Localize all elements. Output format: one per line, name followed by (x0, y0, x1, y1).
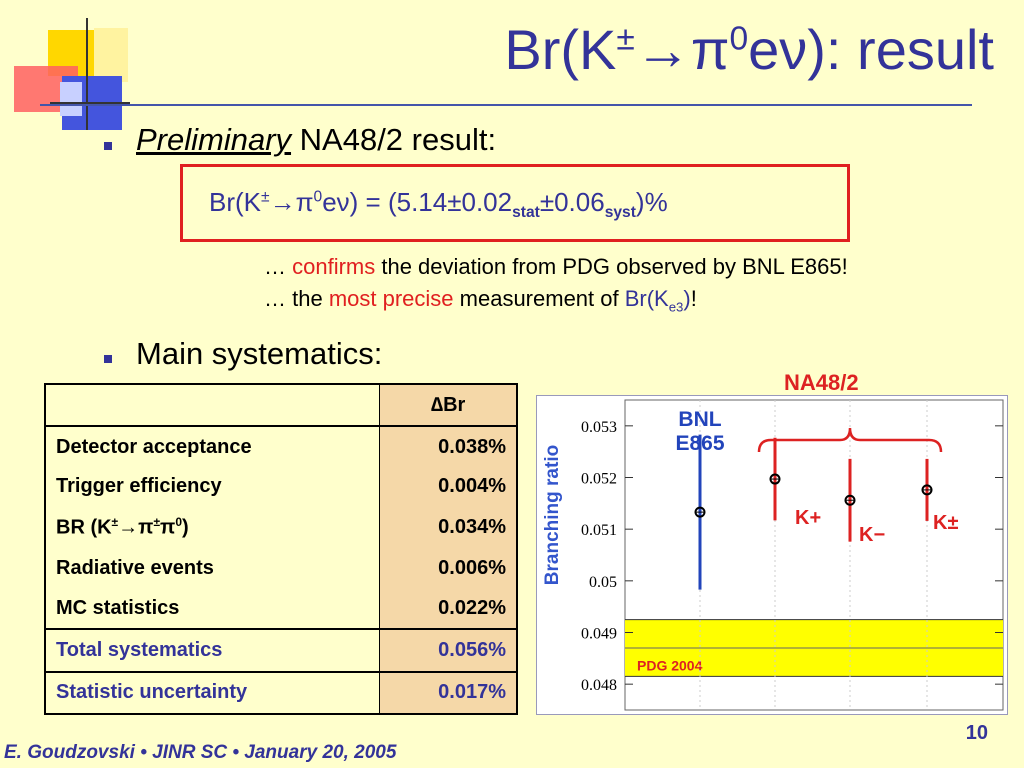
bullet-systematics: Main systematics: (136, 336, 383, 371)
note-confirms: … confirms the deviation from PDG observ… (264, 254, 848, 279)
data-point (921, 484, 933, 496)
data-point (769, 473, 781, 485)
slide-title: Br(K±→π0eν): result (504, 18, 994, 81)
data-point (694, 506, 706, 518)
table-row: Radiative events 0.006% (46, 548, 516, 588)
y-tick-label: 0.049 (581, 626, 617, 643)
page-number: 10 (965, 722, 988, 744)
group-label: NA48/2 (784, 370, 859, 395)
point-label: E865 (675, 432, 724, 455)
y-axis-label: Branching ratio (542, 445, 563, 585)
table-row: Trigger efficiency 0.004% (46, 467, 516, 507)
pdg-band-label: PDG 2004 (637, 657, 703, 673)
na48-brace (757, 427, 943, 453)
table-row-stat: Statistic uncertainty 0.017% (46, 670, 516, 713)
note-precise: … the most precise measurement of Br(Ke3… (264, 286, 697, 315)
systematics-table: ∆Br Detector acceptance 0.038% Trigger e… (44, 383, 518, 715)
title-rule (40, 104, 972, 106)
data-point (844, 494, 856, 506)
table-row: Detector acceptance 0.038% (46, 426, 516, 468)
y-tick-label: 0.053 (581, 419, 617, 436)
bullet-preliminary: Preliminary NA48/2 result: (136, 122, 497, 157)
point-label: K+ (795, 507, 821, 529)
bullet-marker (104, 142, 112, 150)
table-row: BR (K±→π±π0) 0.034% (46, 506, 516, 549)
result-formula: Br(K±→π0eν) = (5.14±0.02stat±0.06syst)% (209, 187, 668, 222)
y-tick-label: 0.05 (589, 574, 617, 591)
result-box: Br(K±→π0eν) = (5.14±0.02stat±0.06syst)% (180, 164, 850, 242)
y-tick-label: 0.052 (581, 471, 617, 488)
table-row: MC statistics 0.022% (46, 588, 516, 630)
table-row-total: Total systematics 0.056% (46, 628, 516, 672)
point-label: K− (859, 524, 885, 546)
point-label: BNL (678, 408, 721, 431)
branching-ratio-plot: PDG 2004 0.053 0.052 0.051 0.05 0.049 0.048 Bra… (536, 395, 1008, 715)
point-label: K± (933, 512, 958, 534)
bullet-marker (104, 355, 112, 363)
footer: E. Goudzovski • JINR SC • January 20, 20… (4, 742, 397, 763)
table-header: ∆Br (379, 385, 516, 427)
y-tick-label: 0.051 (581, 522, 617, 539)
y-tick-label: 0.048 (581, 677, 617, 694)
